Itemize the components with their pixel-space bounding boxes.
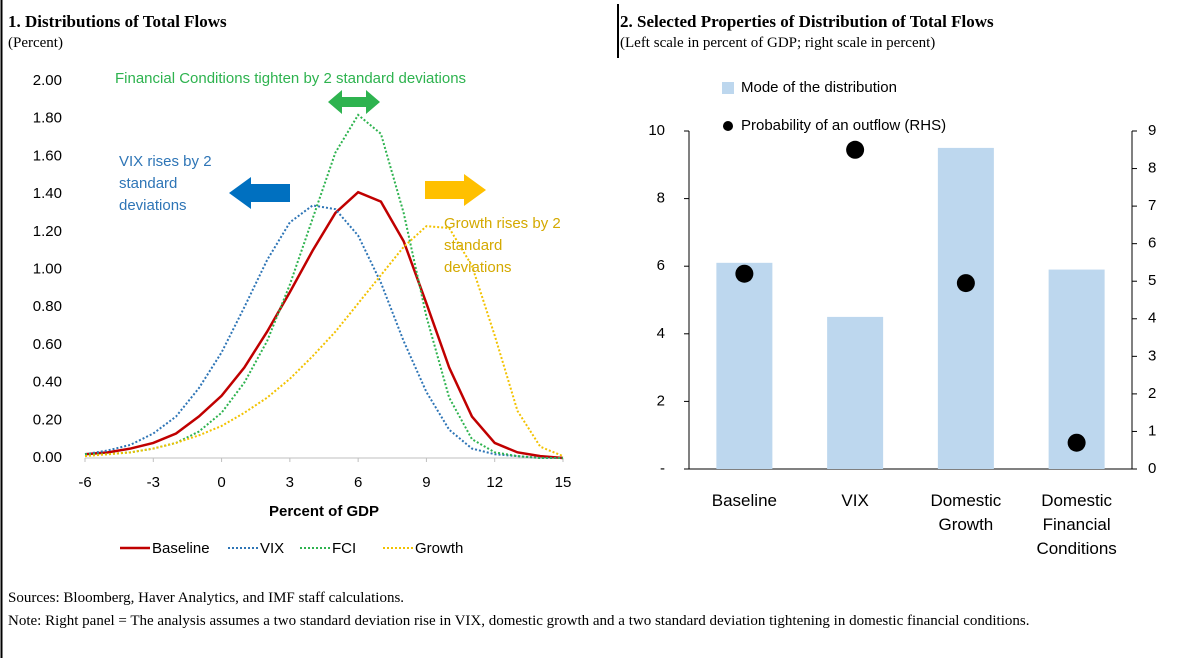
- panel2-subtitle: (Left scale in percent of GDP; right sca…: [620, 35, 936, 51]
- y-tick-label: 0.00: [33, 449, 62, 466]
- arrow-growth: [425, 174, 486, 206]
- y2-tick-label: 2: [1148, 385, 1156, 402]
- y-tick-label: 8: [657, 190, 665, 207]
- legend-label: FCI: [332, 540, 356, 557]
- y2-tick-label: 7: [1148, 197, 1156, 214]
- line-series: [84, 190, 564, 460]
- x-tick-label: Domestic Growth: [930, 491, 1002, 534]
- y2-tick-label: 1: [1148, 422, 1156, 439]
- y-tick-label: 1.20: [33, 223, 62, 240]
- arrow-fci: [328, 90, 380, 114]
- y-tick-label: 1.60: [33, 147, 62, 164]
- panel1-title: 1. Distributions of Total Flows: [8, 12, 227, 31]
- bar: [827, 316, 884, 469]
- y-tick-label: 0.20: [33, 411, 62, 428]
- x-tick-label: 15: [555, 474, 572, 491]
- y-tick-label: 1.40: [33, 185, 62, 202]
- y-tick-label: 2: [657, 392, 665, 409]
- x-tick-label: VIX: [841, 491, 869, 510]
- x-tick-label: 9: [422, 474, 430, 491]
- annotation: Growth rises by 2 standard deviations: [444, 215, 561, 276]
- legend-label: Probability of an outflow (RHS): [741, 117, 946, 134]
- sources: Sources: Bloomberg, Haver Analytics, and…: [8, 590, 405, 606]
- line-series: [84, 225, 564, 458]
- legend-swatch: [722, 82, 734, 94]
- y2-tick-label: 9: [1148, 122, 1156, 139]
- y-tick-label: 0.80: [33, 298, 62, 315]
- legend-swatch: [723, 121, 733, 131]
- y-tick-label: 2.00: [33, 72, 62, 89]
- legend-label: Growth: [415, 540, 463, 557]
- x-tick-label: -6: [78, 474, 91, 491]
- x-tick-label: Baseline: [711, 491, 777, 510]
- note: Note: Right panel = The analysis assumes…: [8, 613, 1030, 629]
- legend-label: Baseline: [152, 540, 210, 557]
- x-tick-label: -3: [147, 474, 160, 491]
- dot: [846, 140, 865, 159]
- y2-tick-label: 3: [1148, 347, 1156, 364]
- dot: [1067, 433, 1086, 452]
- y-tick-label: 0.40: [33, 374, 62, 391]
- y-tick-label: 0.60: [33, 336, 62, 353]
- arrow-vix: [229, 177, 290, 209]
- annotation: Financial Conditions tighten by 2 standa…: [115, 70, 467, 87]
- y-tick-label: 10: [648, 122, 665, 139]
- x-axis-label: Percent of GDP: [269, 503, 379, 520]
- x-tick-label: 6: [354, 474, 362, 491]
- bar: [716, 262, 773, 469]
- y-tick-label: -: [660, 460, 665, 477]
- y2-tick-label: 8: [1148, 160, 1156, 177]
- legend-label: Mode of the distribution: [741, 79, 897, 96]
- y2-tick-label: 0: [1148, 460, 1156, 477]
- x-tick-label: 12: [486, 474, 503, 491]
- y2-tick-label: 5: [1148, 272, 1156, 289]
- y-tick-label: 6: [657, 257, 665, 274]
- y2-tick-label: 6: [1148, 235, 1156, 252]
- y-tick-label: 4: [657, 325, 665, 342]
- line-series: [84, 204, 563, 459]
- y-tick-label: 1.80: [33, 110, 62, 127]
- annotation: VIX rises by 2 standard deviations: [119, 153, 212, 214]
- panel2-title: 2. Selected Properties of Distribution o…: [620, 12, 994, 31]
- dot: [956, 274, 975, 293]
- y2-tick-label: 4: [1148, 310, 1156, 327]
- y-tick-label: 1.00: [33, 260, 62, 277]
- panel1-subtitle: (Percent): [8, 35, 63, 51]
- dot: [735, 264, 754, 283]
- x-tick-label: 0: [217, 474, 225, 491]
- x-tick-label: Domestic Financial Conditions: [1036, 491, 1117, 558]
- legend-label: VIX: [260, 540, 284, 557]
- x-tick-label: 3: [286, 474, 294, 491]
- bar: [937, 147, 994, 469]
